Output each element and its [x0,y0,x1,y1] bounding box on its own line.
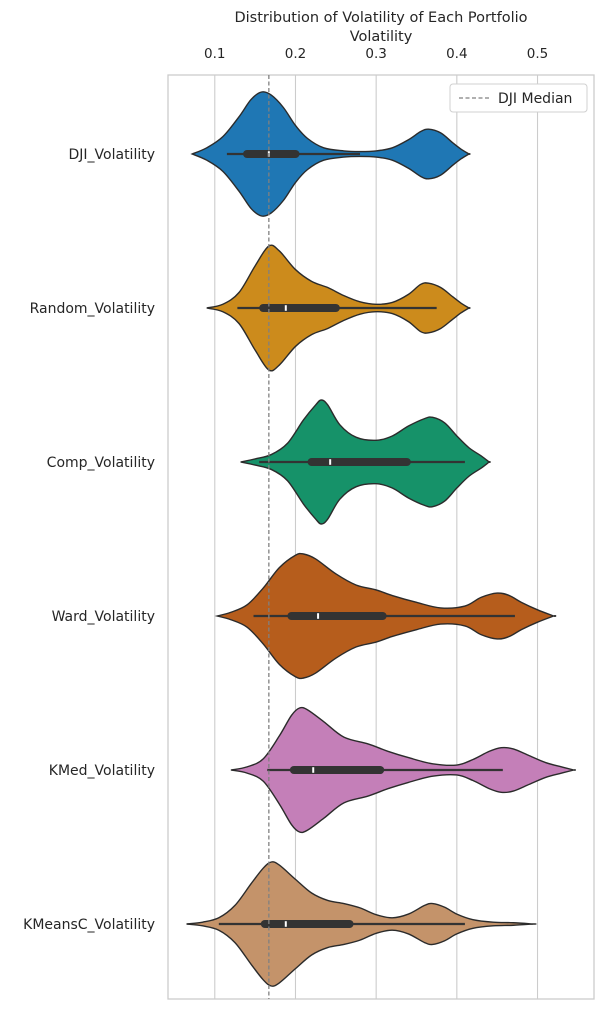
legend: DJI Median [449,83,588,113]
y-category-label: KMed_Volatility [49,763,155,779]
y-category-label: Random_Volatility [30,301,155,317]
x-tick-label: 0.3 [365,46,386,62]
plot-frame [167,74,595,1000]
x-tick-label: 0.5 [527,46,548,62]
y-category-label: DJI_Volatility [69,147,156,163]
legend-label: DJI Median [498,91,572,107]
x-tick-label: 0.1 [204,46,225,62]
x-axis-label: Volatility [350,29,413,45]
x-tick-label: 0.4 [446,46,467,62]
y-category-label: Ward_Volatility [52,609,155,625]
x-tick-label: 0.2 [285,46,306,62]
y-category-label: KMeansC_Volatility [23,917,155,933]
chart-title: Distribution of Volatility of Each Portf… [234,10,527,26]
y-category-label: Comp_Volatility [47,455,155,471]
legend-box [449,83,588,113]
